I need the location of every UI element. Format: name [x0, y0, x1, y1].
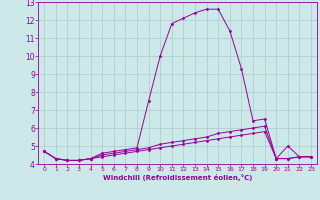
X-axis label: Windchill (Refroidissement éolien,°C): Windchill (Refroidissement éolien,°C)	[103, 174, 252, 181]
